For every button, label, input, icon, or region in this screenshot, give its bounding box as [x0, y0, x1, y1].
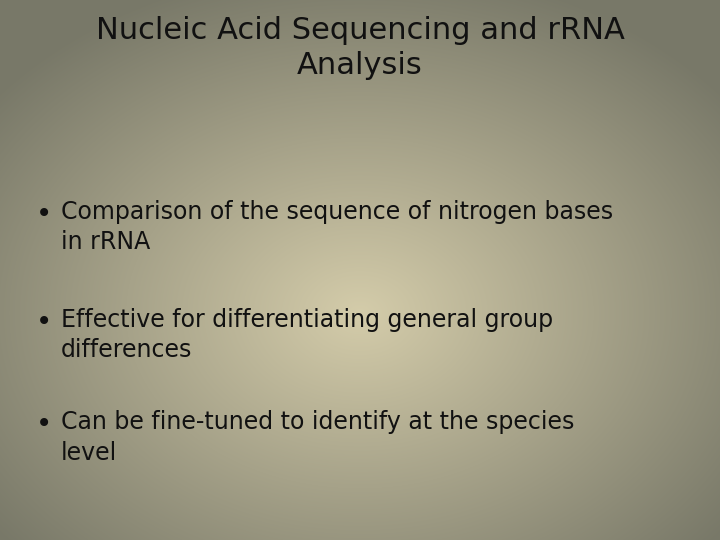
Text: •: •	[36, 308, 53, 336]
Text: •: •	[36, 410, 53, 438]
Text: Nucleic Acid Sequencing and rRNA
Analysis: Nucleic Acid Sequencing and rRNA Analysi…	[96, 16, 624, 80]
Text: Effective for differentiating general group
differences: Effective for differentiating general gr…	[61, 308, 554, 362]
Text: Comparison of the sequence of nitrogen bases
in rRNA: Comparison of the sequence of nitrogen b…	[61, 200, 613, 254]
Text: •: •	[36, 200, 53, 228]
Text: Can be fine-tuned to identify at the species
level: Can be fine-tuned to identify at the spe…	[61, 410, 575, 465]
